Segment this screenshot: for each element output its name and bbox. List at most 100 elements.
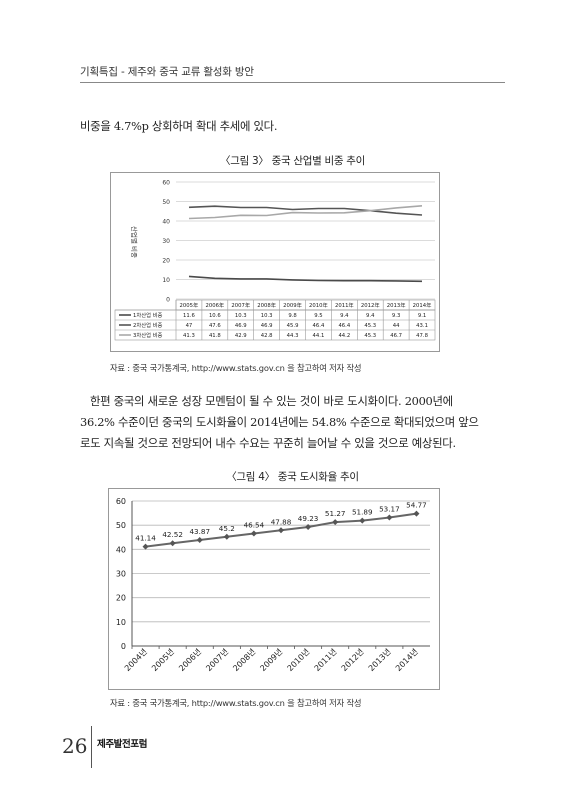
x-tick-label: 2010年	[309, 301, 328, 309]
y-axis-label: 산업별 비중	[130, 226, 139, 258]
series-line	[188, 205, 423, 216]
data-label: 47.88	[271, 517, 292, 526]
page-number: 26	[62, 734, 88, 758]
data-label: 45.2	[219, 524, 235, 533]
x-tick-label: 2014年	[413, 301, 432, 309]
table-cell-value: 46.9	[235, 323, 247, 329]
figure3-svg: 0 10 20 30 40 50 60 산업별 비중 2005年 2006年 2007年 2008年 2…	[110, 172, 440, 352]
table-cell-value: 9.3	[392, 313, 400, 319]
table-cell-value: 45.3	[364, 323, 376, 329]
x-tick-label: 2007年	[231, 301, 250, 309]
table-cell-value: 9.4	[366, 313, 375, 319]
series-line	[188, 205, 423, 220]
table-cell-value: 46.4	[313, 323, 325, 329]
data-label: 51.89	[352, 508, 373, 517]
y-tick-label: 10	[162, 277, 170, 284]
body-text-top-line: 비중을 4.7%p 상회하며 확대 추세에 있다.	[80, 119, 278, 133]
y-tick-label: 50	[162, 199, 170, 206]
data-label: 54.77	[406, 501, 427, 510]
figure3-chart: 0 10 20 30 40 50 60 산업별 비중 2005年 2006年 2007年 2008年 2…	[110, 172, 440, 356]
x-tick-label: 2013年	[387, 301, 406, 309]
table-cell-value: 44	[393, 323, 400, 329]
table-cell-value: 45.3	[364, 333, 376, 339]
y-tick-label: 30	[116, 570, 126, 579]
y-tick-label: 50	[116, 521, 126, 530]
y-tick-label: 40	[116, 545, 126, 554]
table-cell-value: 42.9	[235, 333, 247, 339]
table-cell-value: 9.4	[340, 313, 349, 319]
table-cell-value: 46.4	[338, 323, 350, 329]
data-label: 41.14	[135, 534, 156, 543]
legend-entry: 3차산업 비중	[133, 331, 163, 339]
data-point	[250, 530, 257, 537]
chart-frame	[108, 488, 440, 690]
x-tick-label: 2012年	[361, 301, 380, 309]
data-label: 46.54	[244, 521, 265, 530]
y-tick-label: 60	[162, 180, 170, 187]
table-cell-value: 47.6	[209, 323, 221, 329]
figure4-title: 〈그림 4〉 중국 도시화율 추이	[226, 471, 359, 483]
legend-entry: 2차산업 비중	[133, 321, 163, 329]
figure3-title: 〈그림 3〉 중국 산업별 비중 추이	[220, 155, 365, 167]
x-tick-label: 2005年	[180, 301, 199, 309]
table-cell-value: 47	[186, 323, 193, 329]
data-label: 49.23	[298, 514, 319, 523]
legend-entry: 1차산업 비중	[133, 311, 163, 319]
table-cell-value: 46.9	[261, 323, 273, 329]
x-tick-label: 2008年	[257, 301, 276, 309]
figure3-source: 자료 : 중국 국가통계국, http://www.stats.gov.cn 을…	[110, 363, 362, 373]
data-point	[386, 514, 393, 521]
figure4-svg: 0 10 20 30 40 50 60 41.14 42.52 43.87 45.2 46.54 47.…	[108, 488, 440, 690]
table-cell-value: 44.3	[287, 333, 299, 339]
figure4-chart: 0 10 20 30 40 50 60 41.14 42.52 43.87 45.2 46.54 47.…	[108, 488, 440, 694]
y-tick-label: 30	[162, 238, 170, 245]
table-cell-value: 11.6	[183, 313, 195, 319]
data-label: 51.27	[325, 509, 346, 518]
data-point	[278, 527, 284, 534]
table-cell-value: 44.1	[313, 333, 325, 339]
data-point	[413, 510, 420, 517]
table-cell-value: 42.8	[261, 333, 273, 339]
paragraph-line: 36.2% 수준이던 중국의 도시화율이 2014년에는 54.8% 수준으로 …	[80, 415, 479, 429]
table-cell-value: 41.8	[209, 333, 221, 339]
figure4-source: 자료 : 중국 국가통계국, http://www.stats.gov.cn 을…	[110, 698, 362, 708]
y-tick-label: 0	[166, 297, 170, 304]
paragraph-line: 한편 중국의 새로운 성장 모멘텀이 될 수 있는 것이 바로 도시화이다. 2…	[90, 394, 453, 408]
publication-logo: 제주발전포럼	[97, 739, 148, 750]
data-point	[223, 533, 230, 540]
table-cell-value: 41.3	[183, 333, 195, 339]
y-tick-label: 20	[162, 258, 170, 265]
x-tick-label: 2006年	[205, 301, 224, 309]
x-tick-label: 2009年	[283, 301, 302, 309]
header-rule	[80, 82, 505, 83]
y-tick-label: 40	[162, 219, 170, 226]
y-tick-label: 20	[116, 594, 126, 603]
table-cell-value: 44.2	[338, 333, 350, 339]
body-paragraph: 한편 중국의 새로운 성장 모멘텀이 될 수 있는 것이 바로 도시화이다. 2…	[80, 391, 508, 454]
y-tick-label: 60	[116, 497, 126, 506]
data-point	[169, 540, 176, 547]
data-point	[332, 519, 339, 526]
data-point	[142, 543, 149, 550]
table-cell-value: 46.7	[390, 333, 402, 339]
table-cell-value: 9.1	[418, 313, 426, 319]
data-label: 53.17	[379, 505, 400, 514]
series-line	[188, 275, 423, 283]
data-label: 43.87	[189, 527, 210, 536]
footer-rule	[91, 726, 92, 768]
y-tick-label: 0	[121, 642, 126, 651]
table-cell-value: 45.9	[287, 323, 299, 329]
data-point	[305, 524, 312, 531]
data-point	[359, 517, 366, 524]
data-point	[196, 536, 203, 543]
table-cell-value: 43.1	[416, 323, 428, 329]
table-cell-value: 10.6	[209, 313, 221, 319]
data-label: 42.52	[162, 530, 183, 539]
x-tick-label: 2011年	[335, 301, 354, 309]
table-cell-value: 9.5	[314, 313, 322, 319]
table-cell-value: 9.8	[288, 313, 297, 319]
table-cell-value: 10.3	[235, 313, 247, 319]
table-cell-value: 47.8	[416, 333, 428, 339]
paragraph-line: 로도 지속될 것으로 전망되어 내수 수요는 꾸준히 늘어날 수 있을 것으로 …	[80, 436, 456, 450]
running-header: 기획특집 - 제주와 중국 교류 활성화 방안	[80, 66, 254, 78]
